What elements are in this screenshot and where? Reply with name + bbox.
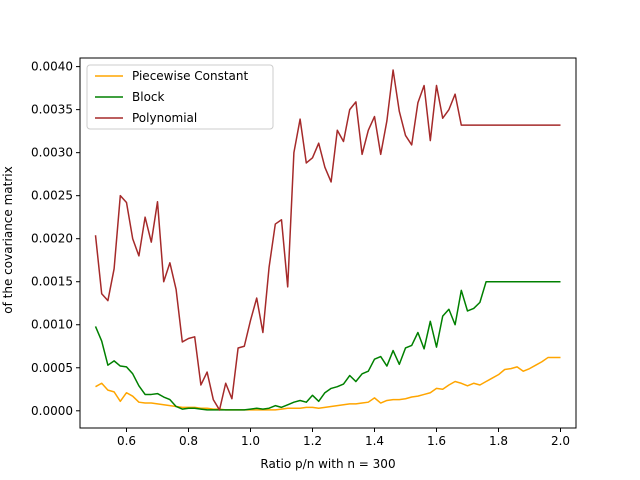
legend: Piecewise Constant Block Polynomial	[86, 64, 274, 130]
y-tick-label: 0.0005	[31, 361, 73, 375]
x-tick-label: 1.4	[365, 434, 384, 448]
x-tick-label: 1.0	[241, 434, 260, 448]
x-tick-label: 0.8	[179, 434, 198, 448]
y-axis-label: of the covariance matrix	[1, 166, 15, 313]
y-tick-label: 0.0035	[31, 103, 73, 117]
x-tick-label: 1.8	[489, 434, 508, 448]
y-tick-label: 0.0030	[31, 146, 73, 160]
legend-box	[86, 64, 274, 130]
x-tick-label: 1.2	[303, 434, 322, 448]
y-tick-label: 0.0025	[31, 189, 73, 203]
x-axis-ticks: 0.6 0.8 1.0 1.2 1.4 1.6 1.8 2.0	[117, 428, 570, 448]
y-tick-label: 0.0000	[31, 404, 73, 418]
x-axis-label: Ratio p/n with n = 300	[260, 457, 395, 471]
x-tick-label: 2.0	[551, 434, 570, 448]
series-layer	[94, 69, 561, 411]
x-tick-label: 1.6	[427, 434, 446, 448]
x-tick-label: 0.6	[117, 434, 136, 448]
legend-label-block: Block	[132, 90, 165, 104]
series-line-polynomial	[94, 69, 561, 411]
series-line-block	[94, 280, 561, 411]
series-line-piecewise-constant	[95, 356, 561, 411]
y-tick-label: 0.0010	[31, 318, 73, 332]
y-tick-label: 0.0040	[31, 60, 73, 74]
axes-frame	[79, 57, 577, 429]
y-axis-ticks: 0.0000 0.0005 0.0010 0.0015 0.0020 0.0025 0.00…	[31, 60, 80, 418]
y-tick-label: 0.0020	[31, 232, 73, 246]
legend-label-piecewise-constant: Piecewise Constant	[132, 69, 249, 83]
y-tick-label: 0.0015	[31, 275, 73, 289]
legend-label-polynomial: Polynomial	[132, 111, 197, 125]
